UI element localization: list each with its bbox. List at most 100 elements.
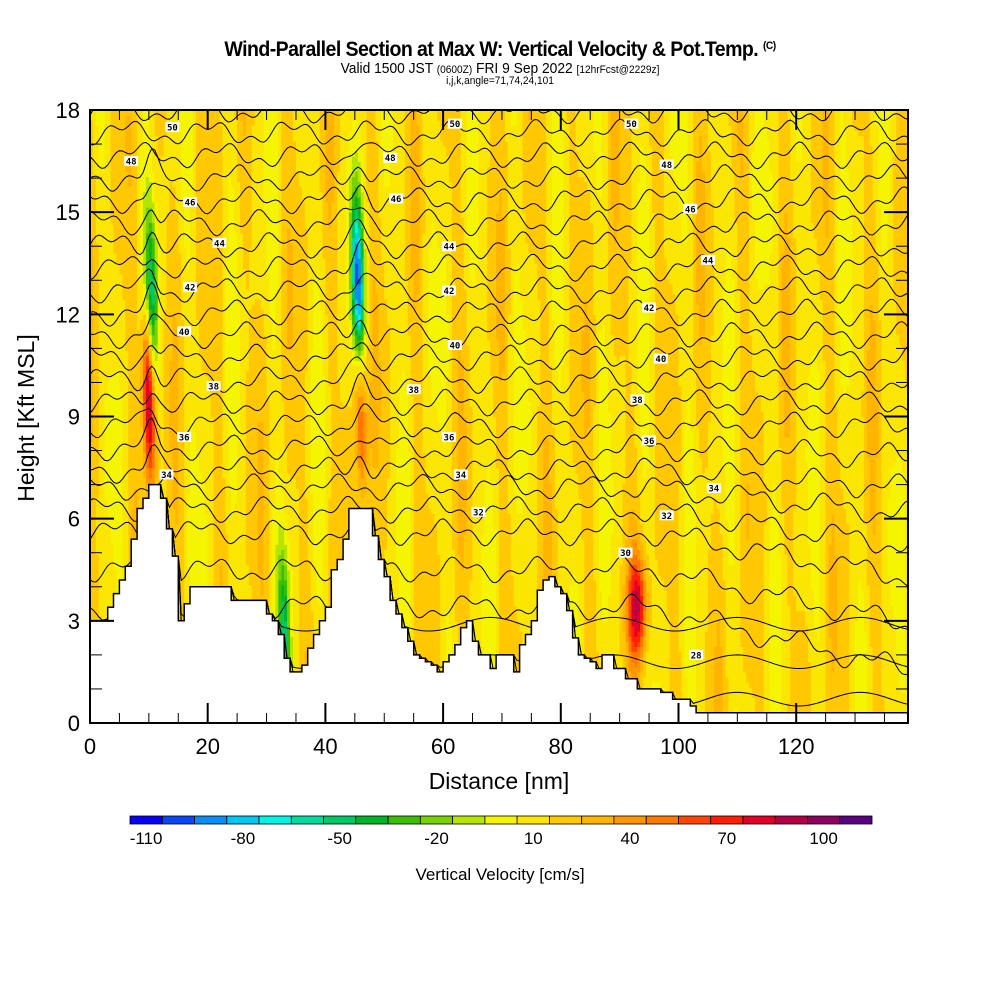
velocity-cell (699, 457, 703, 723)
velocity-cell (572, 462, 577, 576)
chart-title: Wind-Parallel Section at Max W: Vertical… (35, 38, 965, 62)
velocity-cell (148, 467, 153, 479)
velocity-cell (899, 457, 903, 688)
velocity-cell (440, 253, 444, 438)
colorbar-tick-label: 10 (524, 829, 543, 848)
velocity-cell (401, 110, 406, 372)
velocity-cell (622, 110, 627, 356)
velocity-cell (560, 110, 565, 121)
velocity-cell (354, 263, 359, 285)
velocity-cell (219, 110, 223, 126)
velocity-cell (631, 554, 635, 566)
contour-label-bg (441, 285, 456, 296)
velocity-cell (643, 539, 647, 561)
velocity-cell (775, 110, 780, 510)
velocity-cell (160, 156, 165, 596)
velocity-cell (110, 544, 115, 668)
velocity-cell (366, 406, 371, 474)
velocity-cell (805, 462, 809, 627)
velocity-cell (487, 110, 491, 167)
velocity-cell (531, 253, 535, 714)
velocity-cell (443, 145, 447, 259)
velocity-cell (231, 186, 235, 515)
velocity-cell (416, 110, 421, 126)
velocity-cell (145, 232, 150, 290)
velocity-cell (722, 580, 727, 723)
velocity-cell (849, 360, 853, 723)
velocity-cell (178, 130, 182, 254)
velocity-cell (554, 110, 559, 372)
x-tick-label: 100 (660, 734, 697, 759)
velocity-cell (357, 385, 362, 397)
velocity-cell (148, 350, 153, 361)
velocity-cell (316, 273, 321, 601)
velocity-cell (631, 590, 635, 627)
velocity-cell (684, 242, 688, 418)
velocity-cell (690, 110, 694, 433)
velocity-cell (393, 110, 397, 647)
velocity-cell (219, 125, 223, 566)
velocity-cell (125, 171, 129, 351)
velocity-cell (657, 110, 662, 576)
velocity-cell (319, 110, 323, 193)
colorbar-swatch (452, 815, 486, 825)
velocity-cell (469, 278, 474, 407)
velocity-cell (357, 304, 362, 315)
velocity-cell (151, 258, 156, 280)
velocity-cell (431, 513, 435, 723)
velocity-cell (148, 442, 153, 453)
velocity-cell (519, 110, 524, 300)
velocity-cell (148, 258, 153, 295)
velocity-cell (546, 436, 550, 663)
velocity-cell (881, 110, 885, 249)
velocity-cell (805, 625, 809, 723)
velocity-cell (101, 171, 106, 627)
velocity-cell (363, 462, 368, 494)
velocity-cell (296, 171, 300, 489)
velocity-cell (195, 457, 200, 637)
theta-contour (90, 372, 908, 417)
contour-label: 48 (385, 154, 396, 164)
velocity-cell (328, 498, 332, 653)
colorbar-swatch (839, 815, 873, 825)
velocity-cell (496, 339, 500, 469)
velocity-cell (878, 319, 883, 723)
velocity-cell (534, 110, 538, 264)
velocity-cell (384, 299, 388, 550)
velocity-cell (366, 345, 371, 407)
velocity-cell (519, 299, 524, 515)
velocity-cell (896, 656, 900, 723)
velocity-cell (696, 161, 700, 305)
chart-title-text: Wind-Parallel Section at Max W: Vertical… (224, 38, 759, 61)
velocity-cell (240, 232, 244, 723)
colorbar-swatch (678, 815, 712, 825)
colorbar-swatch (290, 815, 324, 825)
velocity-cell (207, 110, 212, 387)
velocity-cell (348, 110, 353, 131)
velocity-cell (640, 656, 644, 673)
velocity-cell (596, 110, 600, 193)
contour-label-bg (212, 237, 227, 248)
velocity-cell (487, 467, 491, 723)
velocity-cell (663, 590, 668, 723)
velocity-cell (354, 222, 359, 234)
velocity-cell (198, 110, 203, 356)
velocity-cell (499, 110, 503, 193)
velocity-cell (210, 110, 215, 418)
velocity-cell (858, 580, 862, 723)
velocity-cell (451, 110, 456, 280)
velocity-cell (357, 467, 362, 489)
velocity-cell (784, 110, 788, 213)
velocity-cell (716, 508, 721, 622)
velocity-cell (428, 247, 432, 377)
terrain-profile (90, 483, 908, 723)
velocity-cell (375, 293, 379, 469)
velocity-cell (363, 247, 368, 336)
velocity-cell (772, 482, 777, 723)
velocity-cell (354, 462, 359, 515)
velocity-cell (516, 513, 521, 622)
contour-label: 44 (702, 256, 713, 266)
x-tick-label: 40 (313, 734, 337, 759)
velocity-cell (107, 523, 112, 642)
